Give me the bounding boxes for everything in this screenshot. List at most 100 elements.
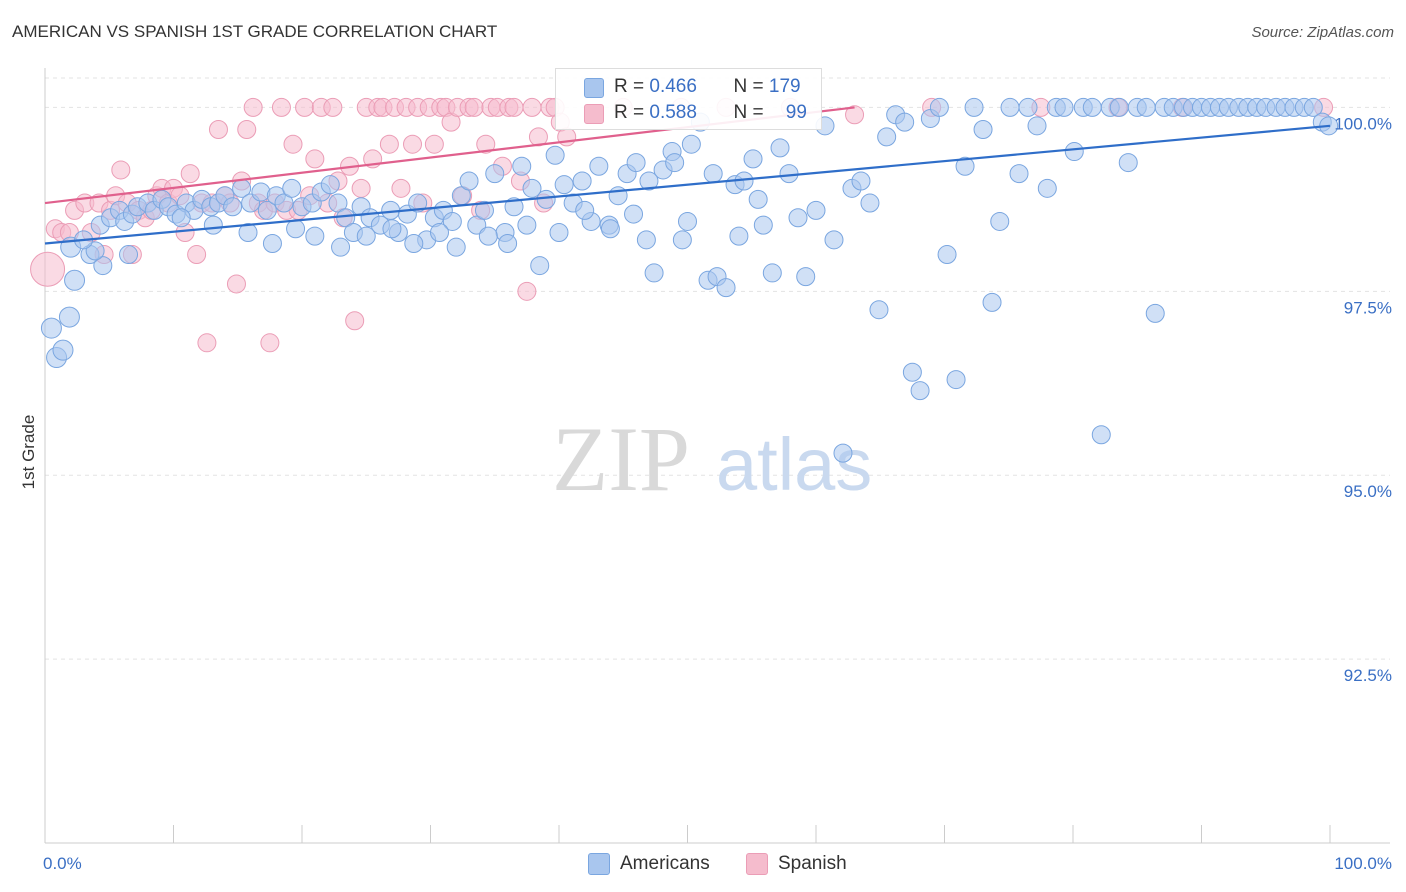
legend-spanish-label: Spanish bbox=[778, 853, 847, 874]
american-point bbox=[665, 153, 685, 173]
spanish-n-label: N = bbox=[733, 102, 764, 123]
american-point bbox=[467, 215, 487, 235]
american-point bbox=[331, 237, 351, 257]
axes-layer bbox=[44, 68, 1390, 844]
spanish-point bbox=[379, 134, 399, 154]
spanish-point bbox=[424, 134, 444, 154]
american-point bbox=[1303, 97, 1323, 117]
american-point bbox=[203, 215, 223, 235]
spanish-point bbox=[111, 160, 131, 180]
spanish-point bbox=[323, 97, 343, 117]
american-point bbox=[600, 219, 620, 239]
spanish-point bbox=[197, 333, 217, 353]
spanish-point bbox=[504, 97, 524, 117]
american-point bbox=[512, 156, 532, 176]
american-point bbox=[681, 134, 701, 154]
american-point bbox=[442, 211, 462, 231]
american-point bbox=[459, 171, 479, 191]
american-point bbox=[644, 263, 664, 283]
source-label: Source: ZipAtlas.com bbox=[1251, 24, 1394, 41]
american-point bbox=[748, 189, 768, 209]
spanish-r-value: 0.588 bbox=[649, 102, 697, 123]
american-point bbox=[1064, 142, 1084, 162]
american-point bbox=[1027, 116, 1047, 136]
y-tick-label: 92.5% bbox=[1344, 666, 1392, 685]
american-point bbox=[404, 234, 424, 254]
american-point bbox=[703, 164, 723, 184]
y-tick-label: 100.0% bbox=[1334, 114, 1392, 133]
x-tick-label: 0.0% bbox=[43, 854, 82, 873]
american-point bbox=[851, 171, 871, 191]
american-point bbox=[522, 178, 542, 198]
american-point bbox=[64, 269, 86, 291]
spanish-n-value: 99 bbox=[785, 102, 807, 123]
x-tick-label: 100.0% bbox=[1334, 854, 1392, 873]
americans-n-value: 179 bbox=[768, 76, 801, 97]
american-point bbox=[973, 119, 993, 139]
american-point bbox=[572, 171, 592, 191]
american-point bbox=[678, 211, 697, 231]
spanish-point bbox=[226, 274, 246, 294]
american-point bbox=[498, 234, 518, 254]
spanish-point bbox=[180, 164, 200, 184]
american-point bbox=[530, 256, 550, 276]
americans-swatch bbox=[584, 78, 604, 98]
spanish-point bbox=[260, 333, 280, 353]
legend-spanish-swatch bbox=[746, 853, 768, 875]
american-point bbox=[779, 164, 799, 184]
spanish-point bbox=[845, 105, 865, 125]
american-point bbox=[589, 156, 609, 176]
american-point bbox=[223, 197, 243, 217]
american-point bbox=[171, 208, 191, 228]
watermark-zip: ZIP bbox=[552, 408, 690, 510]
spanish-point bbox=[30, 251, 66, 287]
spanish-r-label: R = bbox=[614, 102, 645, 123]
spanish-point bbox=[464, 97, 484, 117]
american-point bbox=[429, 222, 449, 242]
american-point bbox=[796, 267, 816, 287]
spanish-swatch bbox=[584, 104, 604, 124]
american-point bbox=[328, 193, 348, 213]
american-point bbox=[624, 204, 644, 224]
american-point bbox=[286, 219, 306, 239]
american-point bbox=[262, 234, 282, 254]
spanish-point bbox=[517, 281, 537, 301]
watermark-atlas: atlas bbox=[716, 423, 872, 506]
american-point bbox=[305, 226, 325, 246]
american-point bbox=[52, 339, 74, 361]
spanish-point bbox=[283, 134, 303, 154]
american-point bbox=[119, 245, 139, 265]
american-point bbox=[485, 164, 505, 184]
american-point bbox=[895, 112, 915, 132]
american-point bbox=[1037, 178, 1057, 198]
spanish-point bbox=[237, 119, 257, 139]
american-point bbox=[1145, 303, 1165, 323]
spanish-point bbox=[208, 119, 228, 139]
american-point bbox=[788, 208, 808, 228]
american-point bbox=[990, 211, 1010, 231]
american-point bbox=[446, 237, 466, 257]
american-point bbox=[320, 175, 340, 195]
american-point bbox=[982, 292, 1002, 312]
y-axis-label: 1st Grade bbox=[19, 415, 38, 490]
american-point bbox=[504, 197, 524, 217]
american-point bbox=[382, 219, 402, 239]
spanish-point bbox=[243, 97, 263, 117]
american-point bbox=[517, 215, 537, 235]
american-point bbox=[877, 127, 897, 147]
american-point bbox=[282, 178, 302, 198]
american-point bbox=[636, 230, 656, 250]
series-legend: Americans Spanish bbox=[0, 852, 1406, 878]
american-point bbox=[929, 97, 949, 117]
american-point bbox=[753, 215, 773, 235]
american-point bbox=[1009, 164, 1029, 184]
american-point bbox=[1118, 153, 1138, 173]
chart-title: AMERICAN VS SPANISH 1ST GRADE CORRELATIO… bbox=[12, 22, 498, 41]
y-tick-label: 95.0% bbox=[1344, 482, 1392, 501]
american-point bbox=[238, 222, 258, 242]
american-point bbox=[860, 193, 880, 213]
american-point bbox=[545, 145, 565, 165]
spanish-point bbox=[351, 178, 371, 198]
american-point bbox=[85, 241, 105, 261]
